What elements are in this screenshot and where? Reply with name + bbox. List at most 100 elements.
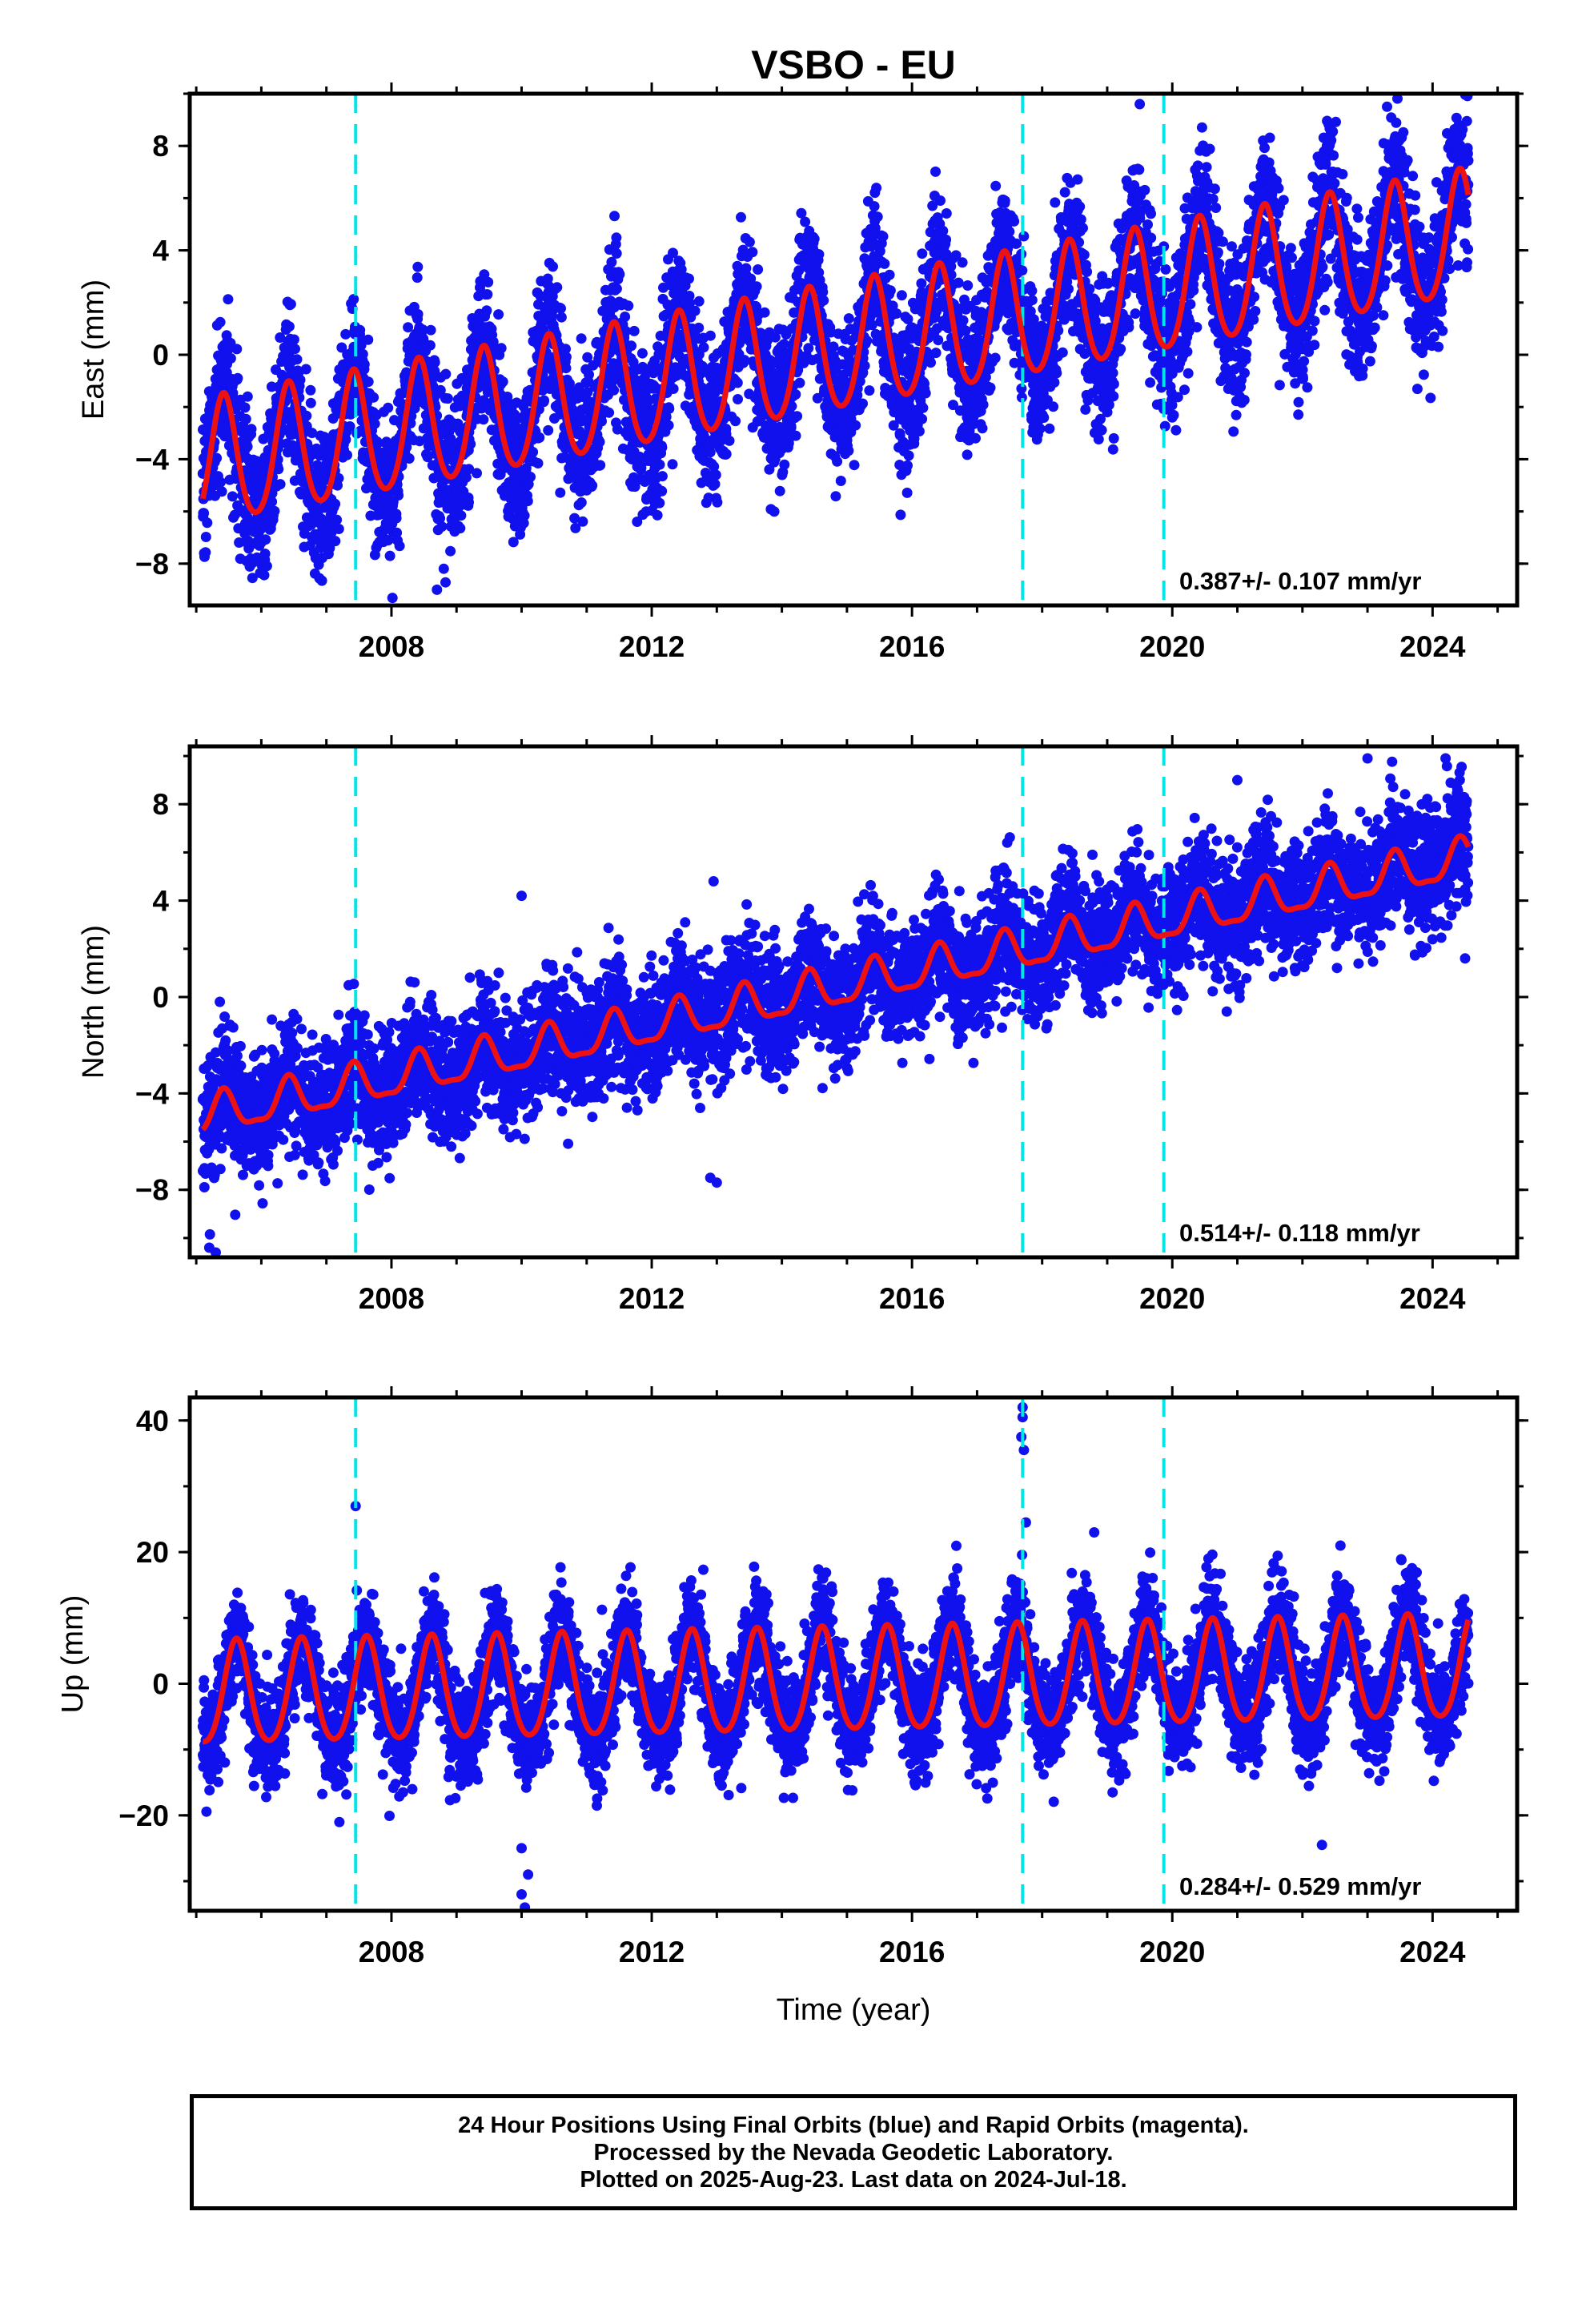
east-point bbox=[1026, 285, 1038, 296]
east-point bbox=[832, 456, 843, 467]
east-point bbox=[273, 464, 284, 475]
east-point bbox=[753, 264, 764, 275]
east-point bbox=[656, 442, 668, 453]
east-point bbox=[393, 490, 404, 501]
east-point bbox=[809, 233, 820, 244]
east-point bbox=[896, 290, 907, 301]
east-point bbox=[709, 479, 721, 489]
east-point bbox=[958, 315, 969, 326]
east-point bbox=[539, 395, 550, 406]
east-point bbox=[481, 305, 492, 316]
east-point bbox=[698, 342, 709, 353]
east-point bbox=[1146, 232, 1157, 243]
east-point bbox=[267, 497, 278, 507]
east-point bbox=[497, 376, 508, 388]
east-point bbox=[324, 542, 335, 553]
east-point bbox=[435, 513, 446, 524]
east-point bbox=[200, 532, 211, 542]
east-point bbox=[594, 436, 605, 448]
east-point bbox=[555, 487, 566, 498]
east-point bbox=[532, 458, 544, 468]
east-point bbox=[1004, 226, 1015, 237]
east-point bbox=[429, 365, 440, 376]
east-point bbox=[295, 374, 306, 385]
east-point bbox=[359, 359, 370, 370]
east-point bbox=[548, 261, 558, 272]
east-point bbox=[1134, 164, 1145, 175]
east-point bbox=[957, 257, 968, 268]
east-point bbox=[962, 449, 973, 460]
east-point bbox=[355, 324, 366, 336]
east-point bbox=[199, 508, 210, 519]
east-point bbox=[850, 420, 861, 431]
east-point bbox=[792, 411, 803, 422]
east-point bbox=[884, 269, 895, 280]
east-point bbox=[202, 517, 213, 529]
east-point bbox=[436, 521, 448, 532]
east-point bbox=[525, 472, 536, 482]
east-point bbox=[990, 352, 1001, 364]
east-point bbox=[269, 505, 280, 517]
east-point bbox=[438, 563, 449, 574]
east-point bbox=[357, 348, 368, 360]
east-point bbox=[215, 476, 226, 488]
east-point bbox=[336, 342, 347, 353]
east-point bbox=[1093, 434, 1104, 444]
east-point bbox=[1107, 368, 1118, 379]
east-point bbox=[843, 445, 854, 456]
east-point bbox=[1139, 184, 1150, 195]
east-point bbox=[813, 249, 825, 260]
east-point bbox=[1059, 187, 1070, 198]
east-point bbox=[307, 428, 318, 439]
east-point bbox=[330, 498, 341, 509]
east-point bbox=[391, 527, 403, 538]
east-point bbox=[1072, 174, 1083, 185]
east-point bbox=[417, 324, 428, 336]
east-point bbox=[628, 325, 640, 336]
east-point bbox=[843, 313, 854, 324]
east-point bbox=[200, 547, 211, 558]
east-point bbox=[626, 340, 637, 352]
east-point bbox=[275, 479, 286, 490]
east-point bbox=[684, 273, 694, 284]
east-point bbox=[1049, 377, 1060, 388]
east-point bbox=[340, 328, 351, 340]
east-point bbox=[877, 231, 889, 242]
east-point bbox=[1115, 344, 1126, 355]
east-point bbox=[576, 497, 587, 508]
east-point bbox=[779, 459, 790, 470]
east-point bbox=[496, 343, 507, 354]
east-point bbox=[404, 453, 415, 464]
east-point bbox=[240, 413, 251, 424]
east-point bbox=[736, 211, 746, 223]
east-point bbox=[344, 421, 355, 432]
east-point bbox=[935, 195, 946, 206]
east-point bbox=[960, 325, 971, 336]
east-point bbox=[608, 384, 620, 396]
east-point bbox=[340, 434, 351, 445]
east-point bbox=[412, 308, 424, 320]
east-point bbox=[609, 211, 620, 222]
east-point bbox=[363, 376, 374, 388]
east-point bbox=[442, 393, 453, 404]
east-point bbox=[1050, 197, 1061, 208]
east-point bbox=[933, 335, 944, 346]
east-point bbox=[962, 280, 974, 291]
east-point bbox=[999, 195, 1010, 207]
east-point bbox=[424, 340, 436, 351]
east-point bbox=[1048, 401, 1059, 412]
east-point bbox=[938, 225, 949, 236]
east-point bbox=[732, 377, 743, 388]
east-point bbox=[1074, 201, 1086, 212]
east-point bbox=[261, 561, 272, 572]
east-point bbox=[464, 497, 474, 508]
east-point bbox=[920, 388, 931, 399]
east-point bbox=[519, 510, 530, 521]
east-point bbox=[247, 573, 258, 584]
east-point bbox=[595, 460, 606, 471]
east-point bbox=[368, 392, 379, 403]
east-point bbox=[1063, 283, 1074, 295]
east-point bbox=[769, 506, 780, 517]
east-point bbox=[435, 384, 446, 396]
